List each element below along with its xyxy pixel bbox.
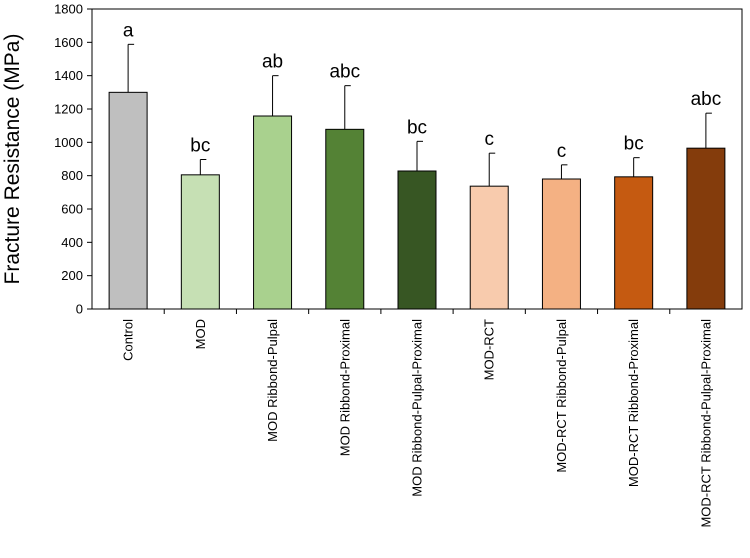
bar bbox=[686, 147, 726, 310]
bar bbox=[614, 176, 654, 310]
y-tick-label: 1800 bbox=[54, 2, 83, 17]
significance-label: abc bbox=[329, 62, 360, 83]
x-category-label: MOD Ribbond-Proximal bbox=[337, 319, 352, 456]
y-tick-label: 1600 bbox=[54, 35, 83, 50]
y-axis: 0 200 400 600 800 1000 1200 1400 1600 1800 bbox=[54, 2, 92, 317]
y-tick-label: 800 bbox=[61, 168, 83, 183]
bar bbox=[541, 178, 581, 310]
error-bar bbox=[199, 159, 207, 175]
error-bar bbox=[560, 164, 568, 179]
error-bar bbox=[488, 152, 496, 187]
x-category-label: MOD-RCT Ribbond-Proximal bbox=[626, 319, 641, 487]
bar bbox=[253, 115, 293, 310]
y-axis-title: Fracture Resistance (MPa) bbox=[1, 34, 24, 285]
significance-label: a bbox=[123, 20, 134, 41]
bar bbox=[325, 128, 365, 310]
y-tick-label: 400 bbox=[61, 235, 83, 250]
plot-area-frame bbox=[91, 8, 743, 310]
significance-label: c bbox=[557, 141, 567, 162]
x-axis: Control MOD MOD Ribbond-Pulpal MOD Ribbond-… bbox=[121, 309, 713, 528]
y-tick-label: 600 bbox=[61, 202, 83, 217]
significance-label: bc bbox=[407, 117, 427, 138]
error-bar bbox=[633, 157, 640, 177]
significance-label: c bbox=[484, 129, 494, 150]
error-bar bbox=[705, 112, 712, 149]
y-tick-label: 200 bbox=[61, 268, 83, 283]
x-category-label: MOD-RCT Ribbond-Pulpal-Proximal bbox=[698, 319, 713, 528]
error-bar bbox=[344, 85, 351, 130]
significance-label: bc bbox=[190, 136, 210, 157]
x-category-label: MOD bbox=[193, 319, 208, 349]
x-category-label: Control bbox=[121, 319, 136, 361]
error-bar bbox=[272, 75, 279, 116]
error-bars-group bbox=[127, 43, 712, 187]
y-tick-label: 1400 bbox=[54, 68, 83, 83]
error-bar bbox=[127, 43, 135, 93]
significance-label: bc bbox=[624, 134, 644, 155]
error-bar bbox=[416, 140, 423, 171]
significance-label: ab bbox=[262, 52, 283, 73]
x-category-label: MOD Ribbond-Pulpal-Proximal bbox=[410, 319, 425, 497]
bar bbox=[397, 170, 437, 310]
bar bbox=[108, 91, 148, 310]
significance-label: abc bbox=[691, 89, 722, 110]
y-tick-label: 1200 bbox=[54, 102, 83, 117]
bar bbox=[469, 185, 509, 310]
x-category-label: MOD-RCT bbox=[482, 319, 497, 380]
x-category-label: MOD Ribbond-Pulpal bbox=[265, 319, 280, 442]
x-category-label: MOD-RCT Ribbond-Pulpal bbox=[554, 319, 569, 473]
y-tick-label: 1000 bbox=[54, 135, 83, 150]
y-tick-label: 0 bbox=[76, 302, 83, 317]
bar bbox=[180, 174, 220, 310]
